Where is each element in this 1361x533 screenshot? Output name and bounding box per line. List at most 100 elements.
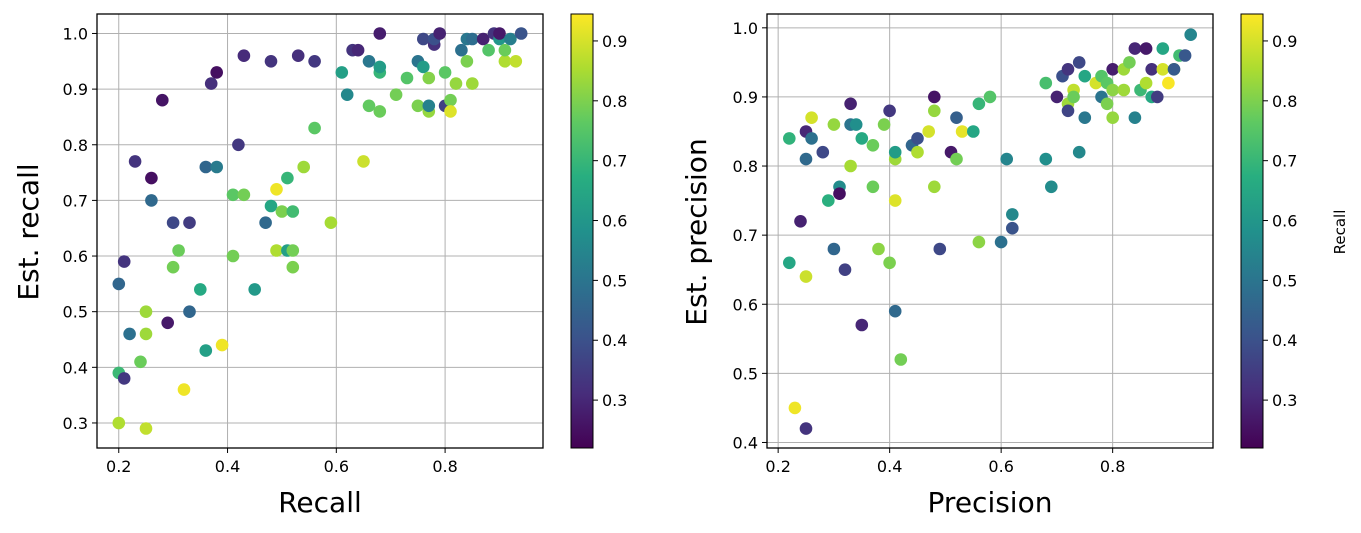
right-data-point xyxy=(827,118,841,131)
right-y-axis-label: Est. precision xyxy=(680,138,713,325)
left-data-point xyxy=(476,32,490,46)
left-data-point xyxy=(264,55,278,68)
right-colorbar-tick-label: 0.4 xyxy=(1272,331,1297,350)
right-colorbar-gradient xyxy=(1240,13,1264,449)
right-data-point xyxy=(822,194,835,207)
left-data-point xyxy=(177,383,191,396)
left-data-point xyxy=(237,49,251,62)
left-data-point xyxy=(308,55,321,68)
right-data-point xyxy=(1061,63,1075,76)
right-y-tick-label: 0.5 xyxy=(733,364,758,383)
right-data-point xyxy=(1039,152,1053,166)
left-data-point xyxy=(455,43,468,57)
right-data-point xyxy=(983,90,997,104)
right-data-point xyxy=(1145,63,1158,76)
right-data-point xyxy=(799,422,813,435)
left-data-point xyxy=(210,160,223,174)
right-data-point xyxy=(1072,56,1086,69)
left-data-point xyxy=(156,93,169,107)
left-plot: 0.2 0.4 0.6 0.8 0.3 0.4 0.5 0.6 0.7 0.8 0.9 1.0 Rec… xyxy=(12,13,544,519)
right-colorbar-ticks: 0.3 0.4 0.5 0.6 0.7 0.8 0.9 xyxy=(1263,32,1297,410)
right-data-point xyxy=(950,111,963,124)
left-data-point xyxy=(498,55,512,68)
left-colorbar-tick-label: 0.4 xyxy=(602,331,627,350)
right-data-point xyxy=(888,304,902,318)
left-data-point xyxy=(433,27,447,40)
left-data-point xyxy=(248,283,261,296)
right-data-point xyxy=(928,180,941,194)
right-x-tick-label: 0.6 xyxy=(988,457,1013,476)
left-data-point xyxy=(449,77,463,90)
left-data-point xyxy=(172,244,185,257)
left-data-point xyxy=(297,160,311,174)
right-data-point xyxy=(855,132,869,145)
right-data-point xyxy=(783,256,796,270)
right-data-point xyxy=(1106,63,1119,76)
left-data-point xyxy=(498,43,512,57)
left-grid xyxy=(97,14,543,448)
right-colorbar-tick-label: 0.3 xyxy=(1272,391,1297,410)
right-data-point xyxy=(888,145,902,159)
right-data-point xyxy=(1139,76,1153,90)
right-colorbar: 0.3 0.4 0.5 0.6 0.7 0.8 0.9 Recall xyxy=(1240,13,1349,449)
left-data-point xyxy=(389,88,403,101)
right-data-point xyxy=(855,318,869,332)
left-data-point xyxy=(161,316,174,330)
left-data-point xyxy=(123,327,136,341)
right-data-point xyxy=(911,132,924,145)
left-data-point xyxy=(504,32,517,46)
right-data-point xyxy=(883,104,896,118)
left-data-point xyxy=(226,188,240,202)
right-data-point xyxy=(922,125,935,138)
left-colorbar-gradient xyxy=(570,13,594,449)
left-data-point xyxy=(373,60,387,74)
left-y-axis-label: Est. recall xyxy=(12,163,45,300)
right-data-point xyxy=(911,145,924,159)
right-x-tick-label: 0.8 xyxy=(1100,457,1125,476)
right-data-point xyxy=(799,270,813,283)
left-data-point xyxy=(112,416,126,430)
right-data-point xyxy=(1050,90,1064,104)
left-colorbar-tick-label: 0.9 xyxy=(602,32,627,51)
right-data-point xyxy=(872,242,885,256)
right-data-point xyxy=(833,187,846,200)
right-data-point xyxy=(1006,208,1019,221)
left-data-point xyxy=(204,77,218,90)
right-data-point xyxy=(1078,69,1092,83)
left-data-point xyxy=(275,205,289,218)
left-data-point xyxy=(270,183,283,196)
left-data-point xyxy=(286,260,300,274)
left-data-point xyxy=(438,66,452,79)
right-data-point xyxy=(838,263,852,277)
left-data-point xyxy=(362,55,376,68)
left-data-point xyxy=(373,105,387,118)
left-data-point xyxy=(183,216,196,229)
right-data-point xyxy=(1000,152,1013,166)
left-data-point xyxy=(466,32,479,46)
left-data-point xyxy=(139,422,153,435)
left-x-tick-label: 0.6 xyxy=(324,457,349,476)
right-data-point xyxy=(799,152,813,166)
right-data-point xyxy=(1100,97,1114,111)
left-data-point xyxy=(281,171,294,185)
left-data-point xyxy=(112,277,126,291)
right-data-point xyxy=(1162,76,1175,90)
left-data-point xyxy=(422,99,436,113)
right-x-tick-label: 0.2 xyxy=(765,457,790,476)
left-data-point xyxy=(291,49,305,62)
right-points xyxy=(783,28,1197,435)
right-data-point xyxy=(894,353,908,366)
right-plot-frame xyxy=(766,13,1214,449)
left-colorbar-tick-label: 0.6 xyxy=(602,212,627,231)
right-data-point xyxy=(1006,221,1019,235)
right-y-tick-label: 0.4 xyxy=(733,433,758,452)
left-x-tick-label: 0.4 xyxy=(215,457,240,476)
right-data-point xyxy=(967,125,980,138)
left-data-point xyxy=(340,88,354,101)
left-data-point xyxy=(324,216,338,229)
left-data-point xyxy=(199,160,213,174)
right-data-point xyxy=(994,235,1008,249)
right-data-point xyxy=(1039,76,1053,90)
right-data-point xyxy=(788,401,802,415)
right-data-point xyxy=(783,132,796,145)
